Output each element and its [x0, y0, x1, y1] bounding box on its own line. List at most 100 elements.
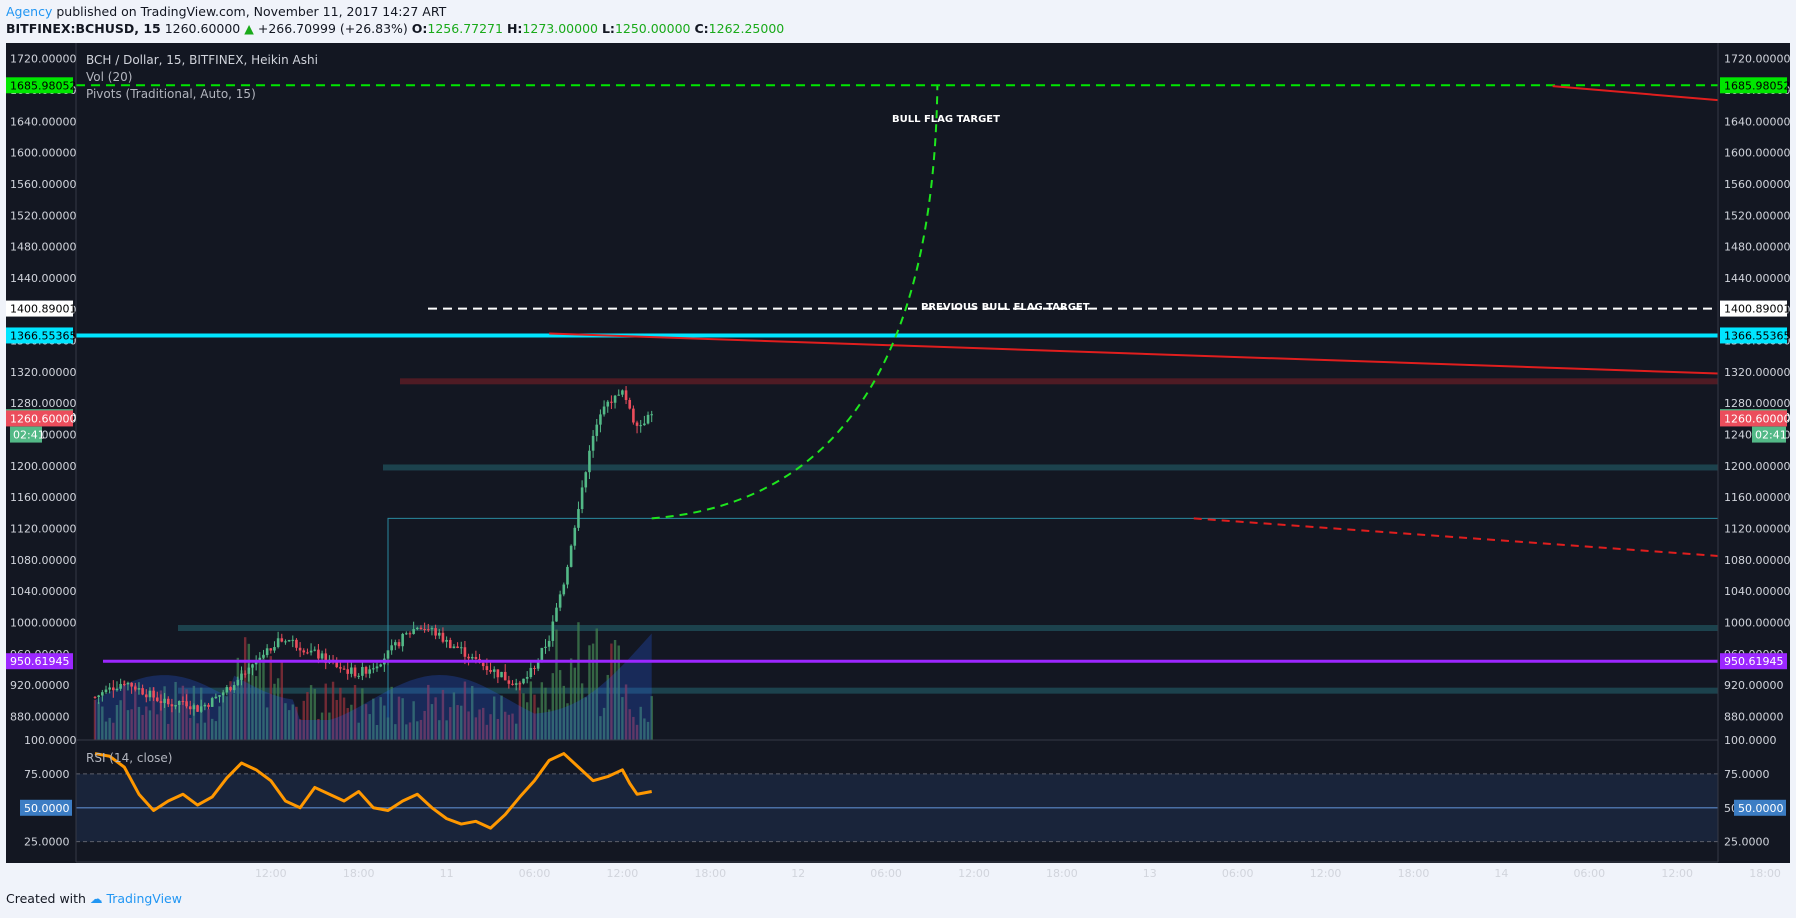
candle-body: [599, 414, 602, 425]
volume-bar: [584, 697, 587, 740]
candle-body: [481, 662, 485, 667]
candle-body: [426, 629, 430, 631]
price-tick-right: 1280.00000: [1724, 397, 1790, 410]
volume-bar: [273, 683, 276, 740]
candle-body: [445, 639, 448, 642]
volume-bar: [134, 685, 137, 740]
volume-bar: [635, 724, 639, 740]
candle-body: [155, 697, 159, 702]
time-tick: 12: [791, 867, 805, 880]
trendline: [1552, 85, 1719, 102]
previous-target-price-label-bg: [6, 300, 73, 317]
candle-body: [525, 677, 529, 679]
legend-pivots: Pivots (Traditional, Auto, 15): [86, 87, 256, 101]
volume-bar: [313, 688, 316, 740]
volume-bar: [320, 712, 324, 740]
tradingview-link[interactable]: TradingView: [106, 891, 182, 906]
price-tick-left: 1560.00000: [10, 178, 76, 191]
volume-bar: [170, 707, 174, 740]
volume-bar: [284, 703, 287, 740]
candle-body: [339, 667, 342, 669]
candle-body: [317, 649, 320, 659]
time-tick: 12:00: [255, 867, 287, 880]
volume-bar: [434, 697, 437, 740]
legend-title: BCH / Dollar, 15, BITFINEX, Heikin Ashi: [86, 53, 318, 67]
candle-body: [577, 509, 580, 528]
price-tick-left: 1720.00000: [10, 53, 76, 66]
volume-bar: [203, 722, 207, 740]
volume-bar: [291, 704, 294, 740]
volume-bar: [595, 628, 598, 740]
volume-bar: [335, 699, 338, 740]
candle-body: [551, 621, 555, 641]
candle-body: [210, 698, 214, 707]
volume-bar: [507, 714, 511, 740]
candle-body: [602, 406, 606, 415]
candle-body: [507, 680, 511, 684]
candle-body: [613, 395, 617, 403]
author-link[interactable]: Agency: [6, 4, 53, 19]
volume-bar: [247, 643, 251, 740]
volume-bar: [441, 689, 445, 740]
ohlc-header: BITFINEX:BCHUSD, 15 1260.60000 ▲ +266.70…: [6, 21, 784, 36]
volume-bar: [372, 698, 375, 740]
rsi-layer: [76, 752, 1718, 843]
volume-bar: [423, 710, 426, 740]
volume-bar: [211, 718, 214, 740]
volume-bar: [518, 682, 522, 740]
time-tick: 18:00: [694, 867, 726, 880]
rsi-mid-label-bg: [1734, 799, 1786, 816]
price-tick-right: 1560.00000: [1724, 178, 1790, 191]
candle-body: [639, 425, 643, 427]
volume-bar: [364, 704, 368, 740]
price-tick-left: 1440.00000: [10, 272, 76, 285]
trendline: [1193, 517, 1719, 557]
candle-body: [375, 666, 379, 669]
candle-body: [188, 706, 192, 710]
candle-body: [108, 687, 111, 690]
volume-bar: [430, 704, 434, 740]
volume-bar: [119, 700, 122, 740]
open-value: 1256.77271: [427, 21, 503, 36]
candle-body: [335, 661, 339, 668]
price-tick-left: 1080.00000: [10, 554, 76, 567]
volume-bar: [547, 709, 551, 740]
price-tick-right: 1480.00000: [1724, 241, 1790, 254]
volume-bar: [566, 703, 569, 740]
candle-body: [174, 704, 177, 707]
candle-body: [580, 487, 584, 510]
last-price-label-bg: [6, 410, 73, 427]
volume-bar: [456, 705, 459, 740]
candle-body: [181, 701, 185, 703]
price-tick-right: 1120.00000: [1724, 523, 1790, 536]
volume-bar: [493, 696, 496, 740]
volume-bar: [368, 714, 371, 740]
last-price-label: 1260.60000: [1724, 412, 1790, 425]
rsi-tick-right: 75.0000: [1724, 768, 1770, 781]
candle-body: [394, 642, 397, 646]
volume-bar: [262, 654, 265, 740]
candle-body: [643, 423, 646, 426]
candle-body: [459, 647, 463, 649]
volume-bar: [577, 622, 580, 740]
support-price-label: 950.61945: [10, 655, 70, 668]
candle-body: [166, 698, 170, 705]
last-price: 1260.60000: [164, 21, 241, 36]
resistance-price-label: 1366.55365: [10, 329, 76, 342]
bull-flag-target-label: BULL FLAG TARGET: [892, 114, 1000, 125]
open-label: O:: [411, 21, 428, 36]
volume-bar: [240, 670, 243, 740]
volume-bar: [438, 720, 441, 740]
price-tick-left: 880.00000: [10, 711, 70, 724]
volume-bar: [196, 723, 199, 740]
volume-bar: [445, 720, 448, 740]
time-tick: 14: [1494, 867, 1508, 880]
volume-bar: [405, 724, 408, 740]
candle-body: [558, 594, 562, 608]
tradingview-logo-icon: ☁: [89, 891, 103, 906]
price-tick-right: 1000.00000: [1724, 617, 1790, 630]
rsi-mid-label: 50.0000: [1738, 802, 1784, 815]
candle-body: [196, 705, 199, 712]
candle-body: [390, 645, 393, 651]
